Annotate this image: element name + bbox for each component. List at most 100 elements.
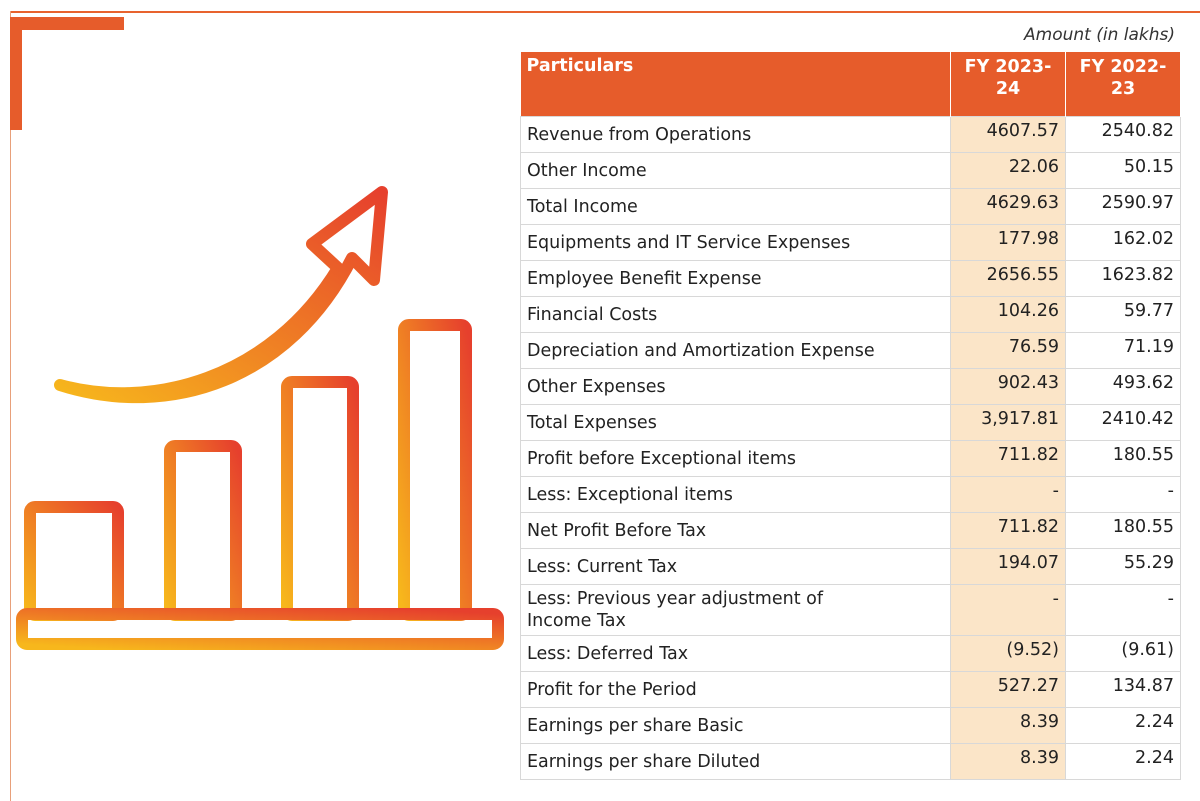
cell-text: Total Expenses: [527, 412, 657, 433]
value-cell: 55.29: [1065, 548, 1181, 585]
value-cell: 711.82: [950, 512, 1066, 549]
table-row: Less: Exceptional items - -: [520, 476, 1181, 513]
icon-shapes: [16, 186, 504, 650]
value-cell: 2540.82: [1065, 116, 1181, 153]
cell-text: 177.98: [997, 229, 1059, 249]
label-cell: Depreciation and Amortization Expense: [520, 332, 951, 369]
table-row: Total Expenses 3,917.81 2410.42: [520, 404, 1181, 441]
value-cell: 711.82: [950, 440, 1066, 477]
cell-text: 1623.82: [1101, 265, 1174, 285]
label-cell: Earnings per share Diluted: [520, 743, 951, 780]
table-row: Net Profit Before Tax 711.82 180.55: [520, 512, 1181, 549]
cell-text: 104.26: [997, 301, 1059, 321]
value-cell: -: [1065, 476, 1181, 513]
value-cell: 1623.82: [1065, 260, 1181, 297]
value-cell: -: [950, 584, 1066, 636]
cell-text: 3,917.81: [981, 409, 1059, 429]
cell-text: Less: Previous year adjustment of Income…: [527, 589, 823, 631]
value-cell: 2656.55: [950, 260, 1066, 297]
table-row: Other Expenses 902.43 493.62: [520, 368, 1181, 405]
cell-text: 8.39: [1020, 712, 1059, 732]
cell-text: Equipments and IT Service Expenses: [527, 232, 851, 253]
cell-text: Profit before Exceptional items: [527, 448, 797, 469]
table-row: Equipments and IT Service Expenses 177.98…: [520, 224, 1181, 261]
value-cell: 8.39: [950, 707, 1066, 744]
table-row: Financial Costs 104.26 59.77: [520, 296, 1181, 333]
value-cell: 493.62: [1065, 368, 1181, 405]
cell-text: Earnings per share Basic: [527, 715, 744, 736]
cell-text: Profit for the Period: [527, 679, 697, 700]
value-cell: 162.02: [1065, 224, 1181, 261]
value-cell: -: [950, 476, 1066, 513]
cell-text: 194.07: [997, 553, 1059, 573]
label-cell: Other Expenses: [520, 368, 951, 405]
value-cell: 194.07: [950, 548, 1066, 585]
cell-text: -: [1052, 481, 1059, 501]
label-cell: Total Income: [520, 188, 951, 225]
value-cell: 177.98: [950, 224, 1066, 261]
left-border: [10, 11, 11, 801]
value-cell: -: [1065, 584, 1181, 636]
value-cell: 71.19: [1065, 332, 1181, 369]
cell-text: 2590.97: [1101, 193, 1174, 213]
table-row: Earnings per share Basic 8.39 2.24: [520, 707, 1181, 744]
label-cell: Profit for the Period: [520, 671, 951, 708]
label-cell: Less: Exceptional items: [520, 476, 951, 513]
value-cell: 134.87: [1065, 671, 1181, 708]
value-cell: 59.77: [1065, 296, 1181, 333]
value-cell: 76.59: [950, 332, 1066, 369]
header-cell: Particulars: [520, 52, 951, 117]
value-cell: 4629.63: [950, 188, 1066, 225]
cell-text: 2.24: [1135, 712, 1174, 732]
value-cell: 50.15: [1065, 152, 1181, 189]
table-row: Total Income 4629.63 2590.97: [520, 188, 1181, 225]
label-cell: Less: Deferred Tax: [520, 635, 951, 672]
cell-text: 76.59: [1008, 337, 1059, 357]
cell-text: Employee Benefit Expense: [527, 268, 762, 289]
value-cell: 3,917.81: [950, 404, 1066, 441]
cell-text: 2410.42: [1101, 409, 1174, 429]
cell-text: Financial Costs: [527, 304, 658, 325]
cell-text: 493.62: [1112, 373, 1174, 393]
cell-text: 180.55: [1112, 445, 1174, 465]
top-border: [10, 11, 1200, 13]
cell-text: 2540.82: [1101, 121, 1174, 141]
cell-text: 59.77: [1123, 301, 1174, 321]
value-cell: 104.26: [950, 296, 1066, 333]
amount-note: Amount (in lakhs): [1024, 25, 1175, 45]
value-cell: (9.52): [950, 635, 1066, 672]
cell-text: Other Expenses: [527, 376, 666, 397]
cell-text: Total Income: [527, 196, 638, 217]
value-cell: 2410.42: [1065, 404, 1181, 441]
financial-table: Particulars FY 2023-24 FY 2022-23 Revenu…: [520, 52, 1181, 780]
cell-text: 2656.55: [986, 265, 1059, 285]
table-row: Less: Previous year adjustment of Income…: [520, 584, 1181, 636]
label-cell: Total Expenses: [520, 404, 951, 441]
table-row: Revenue from Operations 4607.57 2540.82: [520, 116, 1181, 153]
cell-text: (9.61): [1121, 640, 1174, 660]
cell-text: 8.39: [1020, 748, 1059, 768]
cell-text: Depreciation and Amortization Expense: [527, 340, 875, 361]
cell-text: Net Profit Before Tax: [527, 520, 707, 541]
corner-accent: [10, 17, 124, 30]
label-cell: Revenue from Operations: [520, 116, 951, 153]
value-cell: 2.24: [1065, 707, 1181, 744]
cell-text: 711.82: [997, 445, 1059, 465]
label-cell: Financial Costs: [520, 296, 951, 333]
cell-text: -: [1167, 589, 1174, 609]
cell-text: 902.43: [997, 373, 1059, 393]
value-cell: 180.55: [1065, 440, 1181, 477]
cell-text: Earnings per share Diluted: [527, 751, 761, 772]
value-cell: 180.55: [1065, 512, 1181, 549]
cell-text: 50.15: [1123, 157, 1174, 177]
table-row: Other Income 22.06 50.15: [520, 152, 1181, 189]
cell-text: 527.27: [997, 676, 1059, 696]
cell-text: 55.29: [1123, 553, 1174, 573]
table-row: Less: Deferred Tax (9.52) (9.61): [520, 635, 1181, 672]
value-cell: (9.61): [1065, 635, 1181, 672]
value-cell: 8.39: [950, 743, 1066, 780]
table-row: Depreciation and Amortization Expense 76.…: [520, 332, 1181, 369]
header-cell: FY 2023-24: [950, 52, 1066, 117]
